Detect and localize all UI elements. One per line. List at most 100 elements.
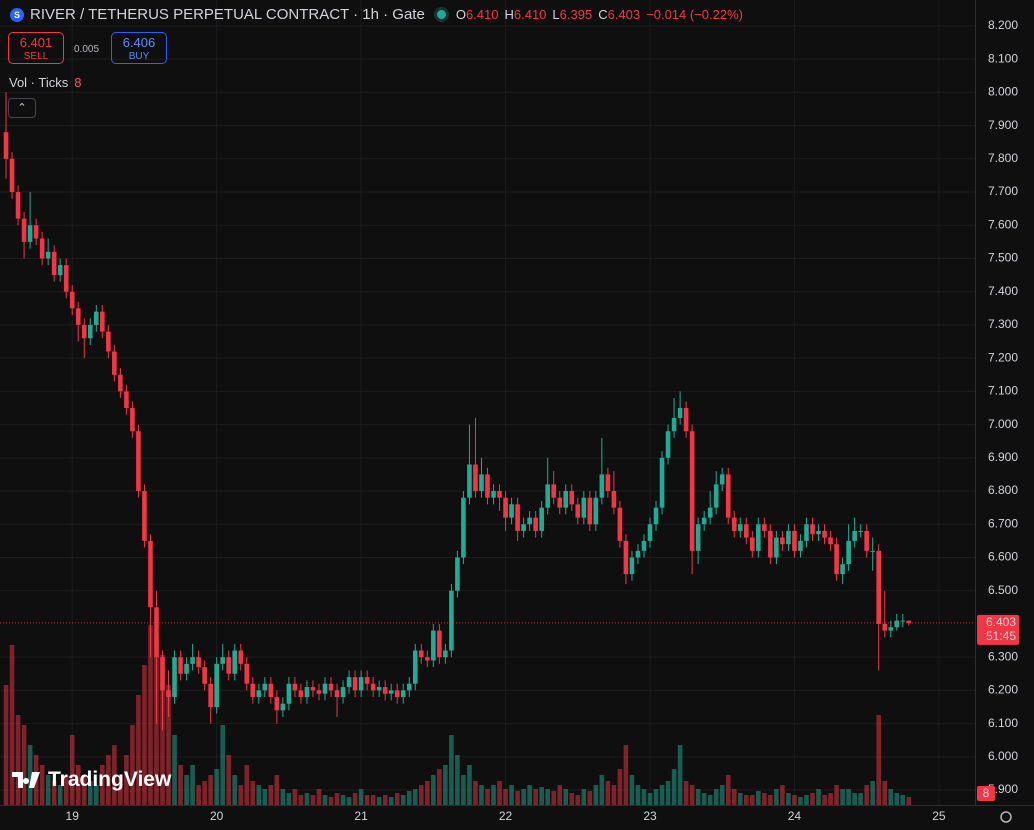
volume-bar — [629, 775, 635, 805]
volume-bar — [124, 755, 129, 805]
sell-label: SELL — [23, 51, 49, 62]
volume-bar — [256, 785, 262, 805]
sell-price: 6.401 — [19, 35, 53, 50]
candle-body — [166, 690, 171, 698]
candle-body — [737, 524, 743, 531]
x-tick-label: 25 — [932, 809, 946, 823]
sell-button[interactable]: 6.401 SELL — [8, 32, 64, 64]
volume-bar — [828, 793, 833, 805]
volume-bar — [190, 765, 195, 805]
candle-body — [238, 650, 244, 664]
volume-bar — [406, 791, 412, 805]
volume-bar — [166, 685, 171, 805]
volume-bar — [900, 795, 906, 805]
x-tick-label: 19 — [66, 809, 80, 823]
candle-body — [461, 497, 466, 558]
candle-body — [695, 524, 701, 551]
ohlc-label: H — [504, 7, 514, 22]
volume-bar — [491, 785, 496, 805]
candle-body — [774, 537, 779, 558]
candle-body — [412, 650, 418, 684]
volume-bar — [208, 775, 213, 805]
buy-button[interactable]: 6.406 BUY — [111, 32, 167, 64]
volume-bar — [870, 781, 875, 805]
volume-bar — [786, 793, 791, 805]
volume-bar — [376, 797, 382, 805]
y-tick-label: 7.100 — [988, 384, 1018, 398]
legend-header: S RIVER / TETHERUS PERPETUAL CONTRACT · … — [10, 6, 743, 23]
candle-body — [587, 497, 593, 525]
candle-body — [57, 265, 63, 276]
candle-body — [581, 497, 587, 518]
candle-body — [280, 703, 286, 711]
volume-bar — [768, 795, 773, 805]
volume-bar — [364, 795, 370, 805]
grid — [0, 0, 975, 805]
volume-bar — [834, 785, 839, 805]
volume-bar — [238, 785, 244, 805]
volume-bar — [370, 795, 376, 805]
y-tick-label: 8.000 — [988, 85, 1018, 99]
collapse-button[interactable]: ⌃ — [8, 98, 36, 118]
ohlc-label: O — [455, 7, 466, 22]
candle-body — [93, 311, 99, 325]
candle-body — [136, 431, 141, 492]
candle-body — [160, 657, 165, 691]
candle-body — [473, 464, 478, 492]
volume-tag-label: 8 — [983, 786, 990, 800]
volume-bar — [214, 769, 219, 805]
volume-bar — [906, 797, 912, 805]
volume-bar — [358, 789, 364, 805]
y-tick-label: 6.900 — [988, 450, 1018, 464]
status-dot — [436, 10, 446, 19]
ohlc-label: L — [552, 7, 560, 22]
candle-body — [503, 497, 508, 518]
volume-bar — [731, 789, 737, 805]
volume-bar — [743, 795, 749, 805]
candle-body — [641, 540, 647, 551]
volume-bar — [762, 793, 767, 805]
volume-bar — [527, 785, 532, 805]
candle-body — [858, 530, 863, 532]
volume-bar — [172, 735, 177, 805]
candle-body — [286, 683, 292, 704]
y-tick-label: 7.300 — [988, 317, 1018, 331]
ohlc-label: C — [598, 7, 608, 22]
volume-bar — [87, 781, 93, 805]
volume-bar — [93, 785, 99, 805]
volume-bar — [659, 785, 665, 805]
candle-body — [762, 524, 767, 531]
volume-bar — [45, 775, 51, 805]
volume-bar — [509, 785, 514, 805]
volume-bar — [316, 789, 322, 805]
volume-bar — [882, 781, 888, 805]
volume-bar — [202, 781, 207, 805]
candle-body — [232, 650, 238, 674]
candle-body — [310, 687, 316, 691]
y-tick-label: 6.000 — [988, 749, 1018, 763]
candle-body — [870, 550, 875, 552]
y-tick-label: 6.600 — [988, 550, 1018, 564]
candle-body — [593, 497, 599, 525]
candle-body — [346, 677, 352, 688]
buy-price: 6.406 — [122, 35, 156, 50]
candle-body — [876, 550, 882, 624]
volume-bar — [449, 735, 454, 805]
volume-bar — [220, 725, 225, 805]
candle-body — [822, 530, 827, 538]
settings-icon[interactable] — [1000, 811, 1012, 823]
candle-body — [840, 564, 845, 575]
volume-bar — [774, 789, 779, 805]
candle-body — [154, 607, 159, 658]
candle-body — [750, 537, 755, 551]
x-tick-label: 24 — [788, 809, 802, 823]
candle-body — [226, 657, 232, 674]
y-tick-label: 7.000 — [988, 417, 1018, 431]
volume-bar — [437, 769, 442, 805]
candle-body — [304, 687, 310, 698]
volume-bar — [9, 645, 15, 805]
volume-bar — [515, 791, 520, 805]
candle-body — [100, 311, 105, 332]
candle-body — [846, 540, 851, 565]
